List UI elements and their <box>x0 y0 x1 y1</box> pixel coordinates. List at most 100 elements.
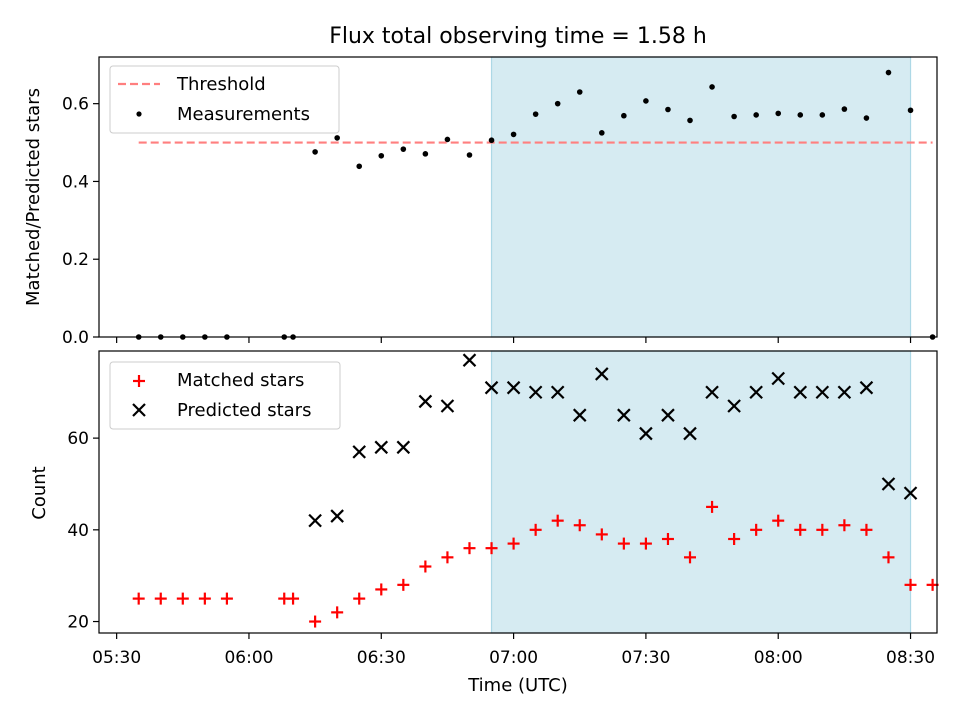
top-legend-box <box>109 65 340 134</box>
predicted-stars-point <box>771 371 785 386</box>
matched-stars-point <box>551 514 564 527</box>
measurements-point <box>599 130 605 136</box>
predicted-stars-point <box>595 367 609 381</box>
legend-measurements-label: Measurements <box>177 104 310 125</box>
matched-stars-point <box>860 523 873 536</box>
measurements-point <box>400 146 407 152</box>
x-tick-label: 08:00 <box>754 648 803 668</box>
measurements-point <box>885 69 892 76</box>
measurements-point <box>665 106 671 113</box>
matched-stars-point <box>463 542 476 555</box>
matched-stars-point <box>772 514 785 527</box>
top-highlight-band <box>490 56 912 338</box>
measurements-point <box>709 84 715 90</box>
x-tick-label: 06:00 <box>224 648 273 668</box>
matched-stars-point <box>573 519 586 532</box>
predicted-stars-point <box>661 408 675 422</box>
predicted-stars-point <box>528 385 543 400</box>
top-y-tick-label: 0.0 <box>62 328 89 348</box>
bottom-panel: 20 40 60 05:30 06:00 06:30 07:00 07:30 08:00 08:… <box>29 350 939 696</box>
matched-stars-point <box>176 592 189 605</box>
predicted-stars-point <box>749 385 763 400</box>
measurements-point <box>753 112 759 118</box>
predicted-stars-point <box>352 445 366 459</box>
x-tick-label: 06:30 <box>357 648 406 668</box>
bottom-legend-box <box>109 361 341 430</box>
predicted-stars-point <box>903 486 918 500</box>
measurements-point <box>863 115 870 121</box>
matched-stars-point <box>794 523 807 536</box>
measurements-point <box>510 131 517 138</box>
measurements-point <box>312 149 318 155</box>
top-legend: Threshold Measurements <box>109 65 340 134</box>
predicted-stars-point <box>418 394 433 409</box>
bottom-y-tick-label: 40 <box>67 521 89 541</box>
matched-stars-point <box>529 523 542 536</box>
legend-measurements-swatch <box>136 111 142 117</box>
matched-stars-point <box>684 551 697 564</box>
predicted-stars-point <box>881 477 896 491</box>
x-tick-label: 07:00 <box>489 648 538 668</box>
matched-stars-point <box>838 519 851 532</box>
matched-stars-point <box>595 528 608 541</box>
predicted-stars-point <box>705 385 719 400</box>
top-panel: 0.0 0.2 0.4 0.6 Matched/Predicted stars Thr… <box>23 56 938 348</box>
measurements-point <box>643 98 649 104</box>
matched-stars-point <box>485 542 498 555</box>
predicted-stars-point <box>617 408 631 422</box>
top-y-tick-label: 0.2 <box>62 250 89 270</box>
matched-stars-point <box>309 615 322 628</box>
measurements-point <box>731 113 737 120</box>
measurements-point <box>422 151 429 157</box>
matched-stars-point <box>639 537 652 550</box>
predicted-stars-point <box>793 385 808 400</box>
matched-stars-point <box>507 537 520 550</box>
legend-predicted-swatch <box>132 403 146 417</box>
matched-stars-point <box>750 523 763 536</box>
measurements-point <box>797 112 804 118</box>
predicted-stars-point <box>308 513 322 528</box>
matched-stars-point <box>419 560 432 573</box>
predicted-stars-point <box>683 426 697 441</box>
predicted-stars-point <box>550 385 565 400</box>
predicted-stars-point <box>837 385 852 400</box>
predicted-stars-point <box>859 380 874 395</box>
bottom-y-tick-label: 60 <box>67 429 89 449</box>
measurements-point <box>819 112 826 118</box>
bottom-highlight-band <box>490 350 912 634</box>
top-plot-frame <box>98 56 938 338</box>
matched-stars-point <box>331 606 344 619</box>
predicted-stars-point <box>462 353 477 367</box>
measurements-point <box>576 89 583 95</box>
x-tick-label: 08:30 <box>886 648 935 668</box>
matched-stars-point <box>154 592 167 605</box>
predicted-stars-point <box>572 408 587 422</box>
predicted-stars-point <box>440 399 455 413</box>
matched-stars-point <box>882 551 895 564</box>
predicted-stars-point <box>727 399 741 413</box>
top-y-axis-label: Matched/Predicted stars <box>23 88 44 306</box>
matched-stars-point <box>397 578 410 591</box>
matched-stars-point <box>728 533 741 545</box>
measurements-point <box>841 106 848 112</box>
measurements-point <box>775 110 782 117</box>
measurements-point <box>378 152 385 159</box>
legend-threshold-label: Threshold <box>176 74 266 95</box>
legend-matched-swatch <box>133 375 145 387</box>
measurements-point <box>334 135 340 141</box>
measurements-point <box>466 152 473 158</box>
predicted-stars-point <box>374 440 389 455</box>
matched-stars-point <box>375 583 388 596</box>
measurements-point <box>532 111 539 117</box>
measurements-point <box>444 136 451 143</box>
top-y-tick-label: 0.6 <box>62 95 89 115</box>
matched-stars-point <box>220 592 233 605</box>
matched-stars-point <box>441 551 454 564</box>
measurements-point <box>356 163 363 170</box>
matched-stars-point <box>132 592 145 605</box>
measurements-point <box>554 100 561 107</box>
measurements-point <box>907 107 914 114</box>
predicted-stars-point <box>506 380 521 395</box>
matched-stars-point <box>816 523 829 536</box>
